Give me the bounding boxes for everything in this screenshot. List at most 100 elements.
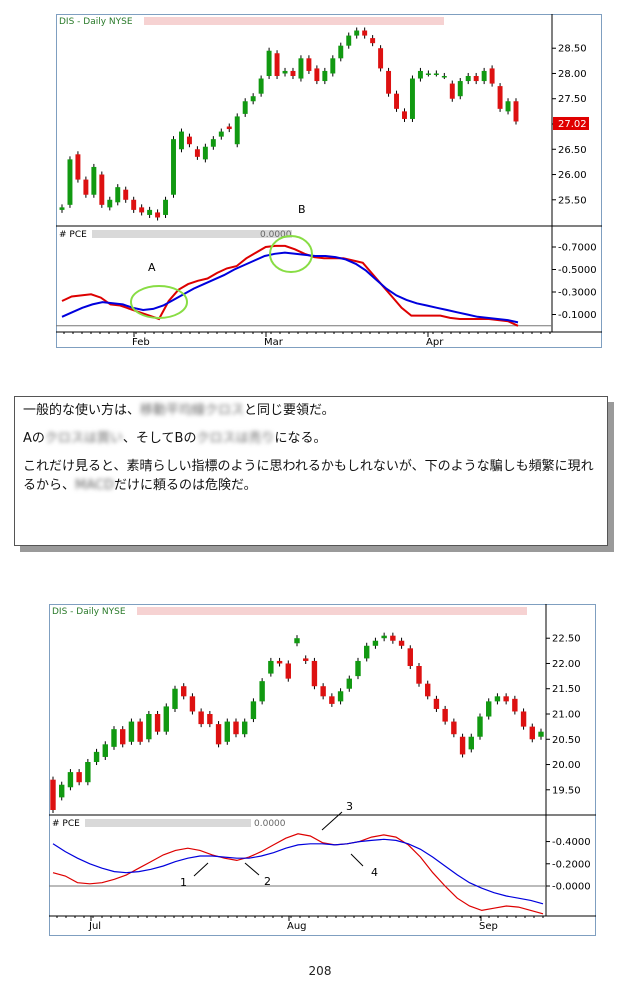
- candle-body: [154, 714, 161, 732]
- time-tick-label: Apr: [426, 337, 444, 348]
- candle-body: [503, 696, 509, 702]
- candle-body: [266, 50, 272, 76]
- candle-body: [250, 701, 257, 720]
- candle-body: [268, 660, 274, 674]
- text-line-1: 一般的な使い方は、移動平均線クロスと同じ要領だ。: [23, 401, 599, 420]
- indicator-series-line: [61, 251, 519, 324]
- candle-body: [242, 101, 248, 114]
- indicator-value: 0.0000: [254, 819, 286, 829]
- price-tick-label: 26.00: [558, 170, 587, 181]
- candle-body: [538, 731, 544, 737]
- price-tick-label: 26.50: [558, 145, 587, 156]
- candle-body: [83, 179, 89, 195]
- price-tick-label: 21.00: [552, 710, 581, 721]
- candle-body: [218, 131, 224, 137]
- candle-body: [364, 645, 370, 659]
- candle-body: [163, 706, 169, 732]
- time-tick-label: Feb: [132, 337, 150, 348]
- annotation-a: A: [148, 261, 156, 274]
- indicator-tick-label: -0.0000: [552, 882, 591, 893]
- price-tick-label: 25.50: [558, 195, 587, 206]
- time-tick-label: Mar: [264, 337, 284, 348]
- price-tick-label: 22.00: [552, 659, 581, 670]
- annotation-3: 3: [346, 800, 353, 813]
- annotation-b: B: [298, 203, 306, 216]
- annotation-2: 2: [264, 875, 271, 888]
- candle-body: [274, 53, 280, 76]
- text-3-blurred: MACD: [75, 478, 114, 493]
- candle-body: [290, 70, 296, 76]
- candle-body: [362, 30, 368, 36]
- last-price-label: 27.02: [558, 119, 587, 130]
- crossover-circle-a: [130, 285, 188, 319]
- candle-body: [50, 779, 56, 810]
- candle-body: [282, 70, 288, 74]
- text-1-blurred: 移動平均線クロス: [140, 403, 245, 418]
- candle-body: [99, 174, 105, 205]
- candle-body: [181, 686, 187, 697]
- candle-body: [93, 751, 100, 762]
- candle-body: [210, 139, 216, 147]
- annotation-1-leader: [193, 862, 209, 877]
- candle-body: [59, 207, 65, 210]
- candle-body: [370, 38, 376, 44]
- chart-jul-sep: DIS - Daily NYSE 22.50 22.00 21.50 21.00 20.5…: [49, 604, 596, 936]
- annotation-4: 4: [371, 866, 378, 879]
- candle-body: [381, 635, 387, 639]
- candle-body: [171, 139, 176, 195]
- indicator-tick-label: -0.1000: [558, 310, 597, 321]
- text-line-3: これだけ見ると、素晴らしい指標のように思われるかもしれないが、下のような騙しも頻…: [23, 457, 599, 495]
- candle-body: [163, 199, 169, 215]
- candle-body: [322, 70, 328, 82]
- candle-body: [477, 716, 483, 737]
- candle-body: [276, 660, 283, 664]
- indicator-blurred-values: [92, 230, 292, 238]
- last-price-badge: [553, 116, 589, 130]
- indicator-value: 0.0000: [260, 230, 292, 240]
- indicator-tick-label: -0.4000: [552, 837, 591, 848]
- price-tick-label: 22.50: [552, 634, 581, 645]
- candle-body: [346, 678, 352, 689]
- candle-body: [425, 73, 431, 75]
- candle-body: [417, 70, 423, 79]
- candle-body: [259, 681, 265, 702]
- candle-body: [407, 648, 413, 666]
- candle-body: [242, 721, 248, 735]
- text-1a: 一般的な使い方は、: [23, 403, 141, 418]
- header-blurred-values: [137, 607, 527, 615]
- candle-body: [314, 68, 320, 82]
- candle-body: [505, 101, 511, 112]
- candle-body: [67, 772, 74, 788]
- candle-body: [194, 149, 200, 157]
- indicator-label: # PCE: [52, 819, 80, 829]
- candle-body: [107, 199, 113, 208]
- candle-body: [115, 187, 121, 203]
- candle-body: [91, 166, 97, 195]
- candle-body: [329, 696, 335, 704]
- candle-body: [120, 729, 126, 745]
- candle-body: [465, 76, 471, 82]
- candle-body: [473, 76, 479, 82]
- candle-body: [337, 691, 344, 702]
- annotation-4-leader: [350, 853, 364, 867]
- candle-body: [390, 635, 396, 641]
- candle-body: [529, 726, 535, 740]
- candle-body: [425, 683, 431, 697]
- candle-body: [226, 126, 232, 130]
- candle-body: [497, 86, 503, 109]
- page-number: 208: [308, 964, 332, 978]
- candle-body: [198, 711, 204, 725]
- candle-body: [298, 58, 304, 79]
- candle-body: [386, 70, 392, 94]
- chart-header: DIS - Daily NYSE: [59, 17, 133, 27]
- chart-frame: [49, 604, 596, 936]
- price-tick-label: 19.50: [552, 785, 581, 796]
- indicator-label: # PCE: [59, 230, 87, 240]
- candle-body: [131, 199, 137, 210]
- annotation-3-leader: [321, 811, 343, 831]
- chart-frame: [56, 14, 602, 348]
- text-2b: 、そしてBの: [122, 431, 197, 446]
- candle-body: [433, 698, 440, 709]
- candle-body: [172, 688, 178, 709]
- candle-body: [303, 658, 309, 661]
